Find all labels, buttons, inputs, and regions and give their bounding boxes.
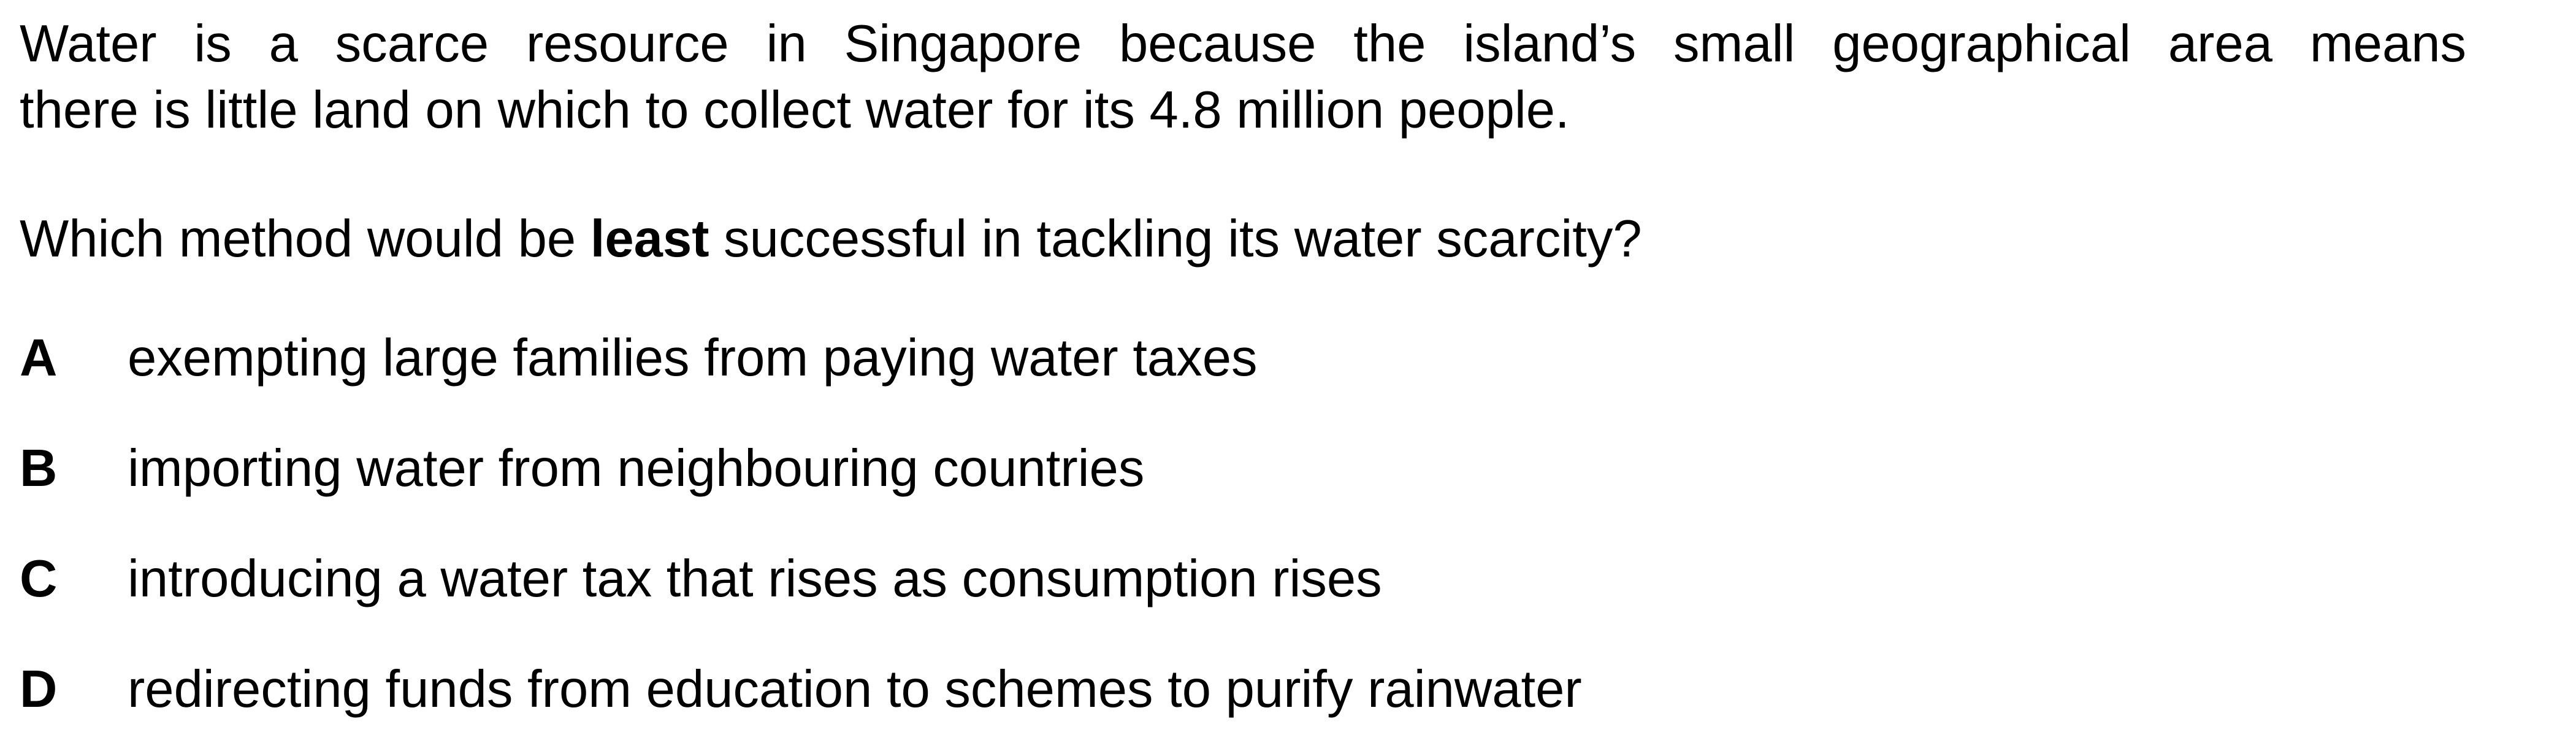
question-page: Water is a scarce resource in Singapore … — [20, 0, 2466, 732]
question-text-before: Which method would be — [20, 210, 590, 268]
option-letter: C — [20, 550, 58, 608]
option-text: redirecting funds from education to sche… — [128, 660, 1582, 719]
intro-line-2: there is little land on which to collect… — [20, 81, 1570, 139]
option-text: exempting large families from paying wat… — [128, 329, 1258, 387]
option-letter: A — [20, 329, 58, 387]
question-stem: Which method would be least successful i… — [20, 206, 1642, 272]
option-letter: D — [20, 660, 58, 719]
option-text: importing water from neighbouring countr… — [128, 439, 1145, 498]
option-letter: B — [20, 439, 58, 498]
question-text-after: successful in tackling its water scarcit… — [709, 210, 1642, 268]
option-text: introducing a water tax that rises as co… — [128, 550, 1382, 608]
intro-paragraph: Water is a scarce resource in Singapore … — [20, 11, 2466, 144]
question-emphasis: least — [590, 210, 709, 268]
intro-line-1: Water is a scarce resource in Singapore … — [20, 15, 2466, 73]
